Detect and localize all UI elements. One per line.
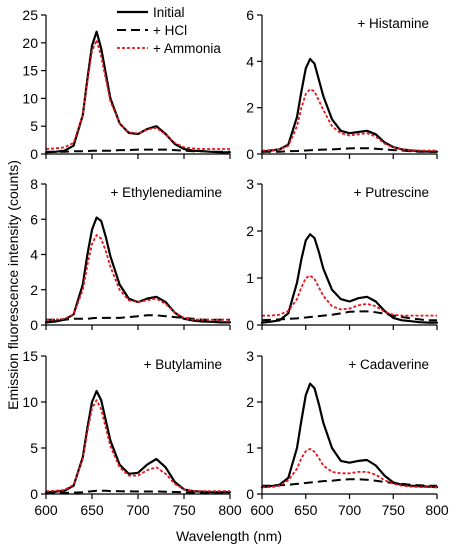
y-tick-label: 1 (246, 440, 254, 456)
x-axis-title: Wavelength (nm) (176, 528, 282, 544)
series-line-initial (260, 382, 439, 489)
y-tick-label: 3 (246, 176, 254, 192)
chart-panel: 0 5 10 15 20 25 (22, 7, 232, 162)
y-tick-label: 6 (246, 7, 254, 23)
series-line-ammonia (262, 274, 437, 317)
series-line-ammonia (45, 399, 230, 493)
legend-label: Initial (153, 5, 185, 20)
y-tick-label: 10 (22, 90, 38, 106)
x-tick-label: 650 (294, 502, 318, 518)
y-tick-label: 4 (246, 53, 254, 69)
y-tick-label: 6 (30, 211, 38, 227)
y-tick-label: 0 (246, 146, 254, 162)
series-line-hcl (262, 147, 437, 153)
y-tick-label: 2 (246, 394, 254, 410)
y-tick-label: 2 (246, 223, 254, 239)
series-line-ammonia (45, 39, 230, 150)
x-tick-label: 750 (382, 502, 406, 518)
series-line-hcl (262, 478, 437, 487)
x-tick-label: 800 (218, 502, 242, 518)
y-tick-label: 3 (246, 348, 254, 364)
chart-panel: 0 2 4 6 + Histamine (246, 7, 439, 162)
y-tick-label: 0 (30, 317, 38, 333)
panel-title: + Ethylenediamine (111, 185, 222, 200)
y-tick-label: 0 (30, 486, 38, 502)
panel-title: + Histamine (357, 16, 429, 31)
series-line-hcl (261, 310, 437, 322)
y-tick-label: 10 (22, 394, 38, 410)
y-tick-label: 15 (22, 63, 38, 79)
panel-title: + Cadaverine (348, 357, 429, 372)
y-tick-label: 4 (30, 247, 38, 263)
y-tick-label: 0 (30, 146, 38, 162)
series-line-initial (260, 57, 439, 153)
series-line-hcl (46, 314, 230, 321)
panel-title: + Butylamine (144, 357, 222, 372)
y-tick-label: 0 (246, 317, 254, 333)
legend-label: + HCl (153, 23, 187, 38)
x-tick-label: 700 (338, 502, 362, 518)
chart-panel: 0 5 10 15 600 650 700 750 800 + Butylamine (22, 348, 241, 518)
axes-frame (261, 184, 437, 326)
x-tick-label: 750 (172, 502, 196, 518)
y-tick-label: 1 (246, 270, 254, 286)
x-tick-label: 800 (425, 502, 449, 518)
legend: Initial + HCl + Ammonia (117, 5, 221, 56)
y-tick-label: 5 (30, 118, 38, 134)
x-tick-label: 600 (250, 502, 274, 518)
x-tick-label: 700 (126, 502, 150, 518)
chart-panel: 0 2 4 6 8 + Ethylenediamine (30, 176, 232, 333)
chart-panel: 0 1 2 3 600 650 700 750 800 + Cadaverine (246, 348, 449, 518)
y-tick-label: 0 (246, 486, 254, 502)
y-tick-label: 2 (246, 100, 254, 116)
y-tick-label: 15 (22, 348, 38, 364)
series-line-ammonia (262, 448, 437, 488)
y-axis-title: Emission fluorescence intensity (counts) (5, 160, 21, 410)
series-line-initial (44, 389, 232, 494)
series-line-ammonia (261, 88, 437, 152)
series-line-hcl (46, 148, 230, 153)
series-line-ammonia (46, 234, 230, 321)
legend-label: + Ammonia (153, 41, 221, 56)
panel-title: + Putrescine (354, 185, 429, 200)
y-tick-label: 25 (22, 7, 38, 23)
axes-frame (45, 184, 230, 326)
series-line-initial (260, 233, 439, 324)
x-tick-label: 600 (34, 502, 58, 518)
series-line-initial (44, 216, 232, 324)
x-tick-label: 650 (80, 502, 104, 518)
y-tick-label: 8 (30, 176, 38, 192)
series-line-hcl (46, 489, 230, 495)
y-tick-label: 2 (30, 282, 38, 298)
chart-panel: 0 1 2 3 + Putrescine (246, 176, 439, 333)
y-tick-label: 20 (22, 35, 38, 51)
y-tick-label: 5 (30, 440, 38, 456)
